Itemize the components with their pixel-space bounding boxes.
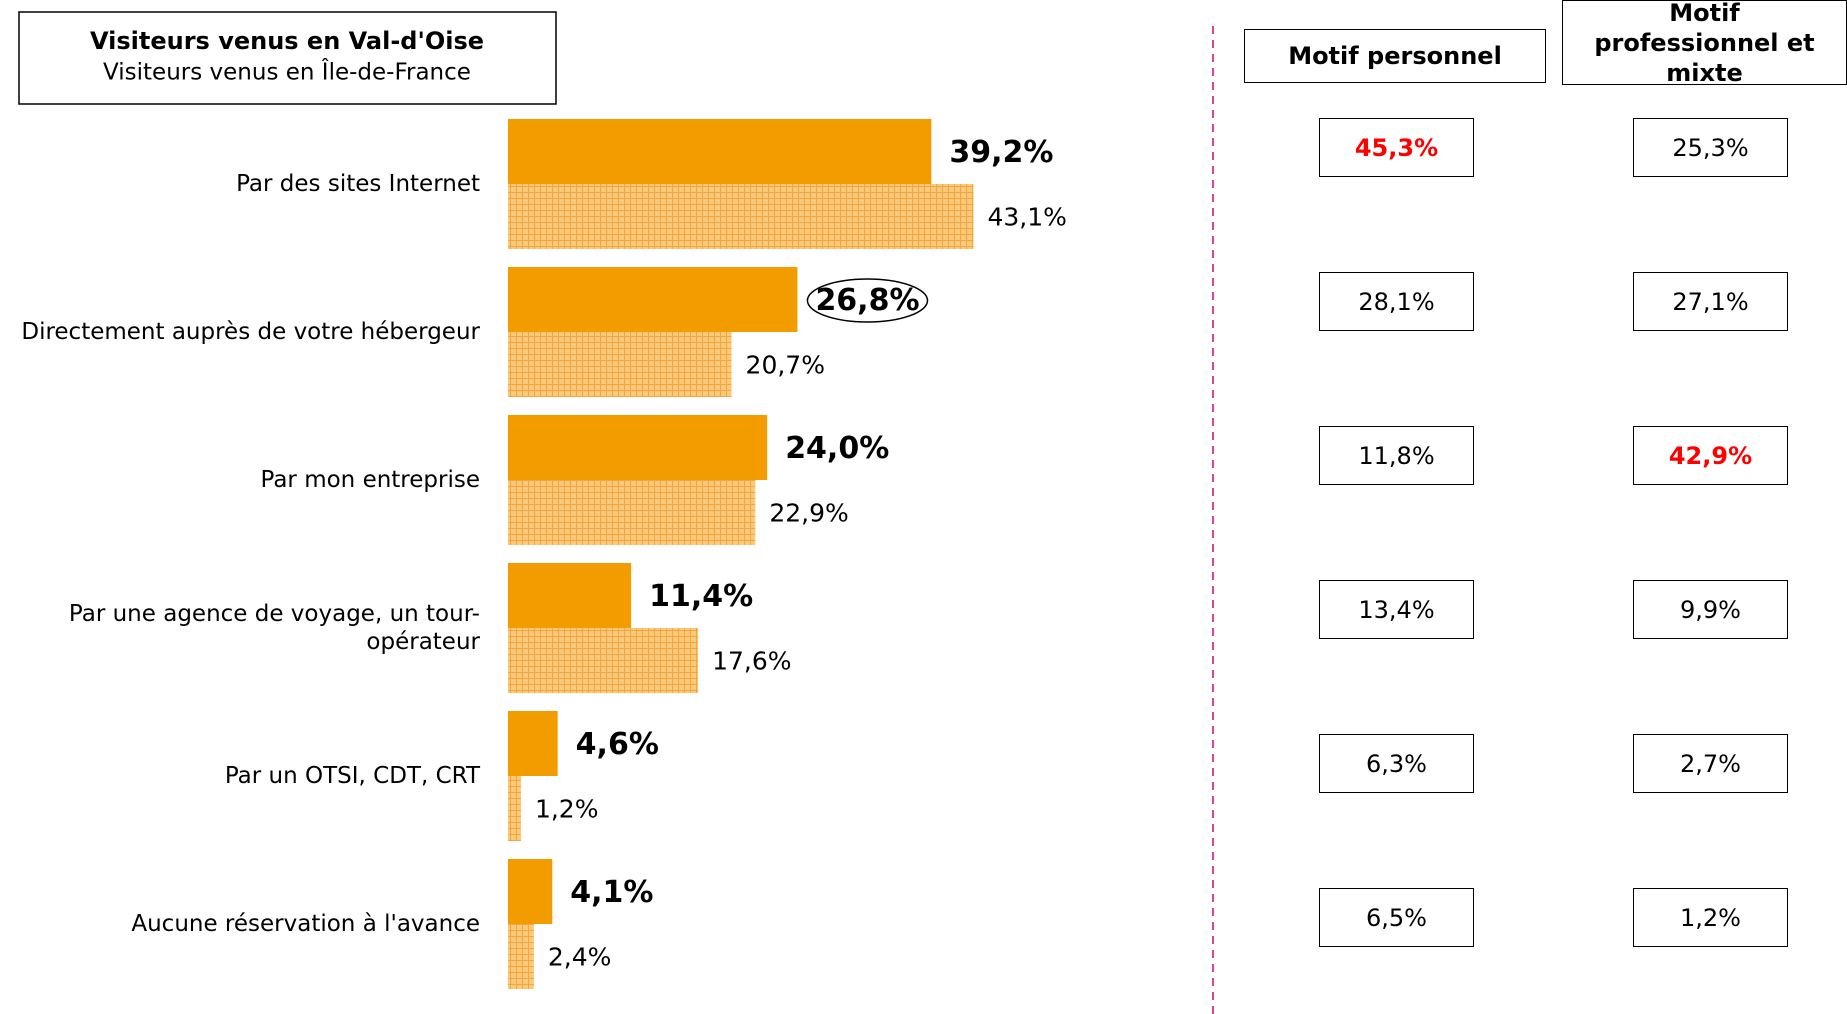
legend-entry: Visiteurs venus en Île-de-France	[103, 58, 471, 86]
legend-box	[18, 11, 557, 105]
value-label: 26,8%	[815, 283, 919, 318]
bar	[508, 332, 732, 397]
table-cell: 28,1%	[1319, 272, 1474, 331]
table-cell: 27,1%	[1633, 272, 1788, 331]
category-label: Par mon entreprise	[260, 467, 481, 493]
bar	[508, 924, 534, 989]
bar	[508, 563, 632, 628]
value-label: 11,4%	[649, 579, 753, 614]
value-label: 4,6%	[576, 727, 659, 762]
category-label: Par une agence de voyage, un tour-opérat…	[68, 601, 480, 655]
table-cell: 2,7%	[1633, 734, 1788, 793]
value-label: 20,7%	[746, 351, 825, 380]
bar	[508, 628, 699, 693]
value-label: 4,1%	[570, 875, 653, 910]
table-cell: 11,8%	[1319, 426, 1474, 485]
column-header: Motif professionnel et mixte	[1562, 0, 1847, 87]
table-cell: 1,2%	[1633, 888, 1788, 947]
table-cell: 6,3%	[1319, 734, 1474, 793]
category-label: Directement auprès de votre hébergeur	[21, 319, 480, 345]
table-cell: 13,4%	[1319, 580, 1474, 639]
annotation-circle	[806, 278, 929, 323]
column-header: Motif personnel	[1244, 29, 1546, 83]
category-label: Aucune réservation à l'avance	[131, 911, 480, 937]
value-label: 39,2%	[949, 135, 1053, 170]
value-label: 17,6%	[712, 647, 791, 676]
bar	[508, 711, 558, 776]
value-label: 22,9%	[769, 499, 848, 528]
table-cell: 45,3%	[1319, 118, 1474, 177]
bar	[508, 267, 798, 332]
category-label: Par un OTSI, CDT, CRT	[224, 763, 480, 789]
bar	[508, 184, 974, 249]
bar	[508, 415, 768, 480]
category-label: Par des sites Internet	[236, 171, 480, 197]
table-cell: 6,5%	[1319, 888, 1474, 947]
bar	[508, 119, 932, 184]
table-cell: 42,9%	[1633, 426, 1788, 485]
value-label: 24,0%	[785, 431, 889, 466]
table-cell: 9,9%	[1633, 580, 1788, 639]
value-label: 2,4%	[548, 943, 612, 972]
bar	[508, 776, 521, 841]
table-cell: 25,3%	[1633, 118, 1788, 177]
value-label: 1,2%	[535, 795, 599, 824]
bar	[508, 859, 553, 924]
bar	[508, 480, 756, 545]
legend-entry: Visiteurs venus en Val-d'Oise	[90, 27, 484, 55]
value-label: 43,1%	[987, 203, 1066, 232]
